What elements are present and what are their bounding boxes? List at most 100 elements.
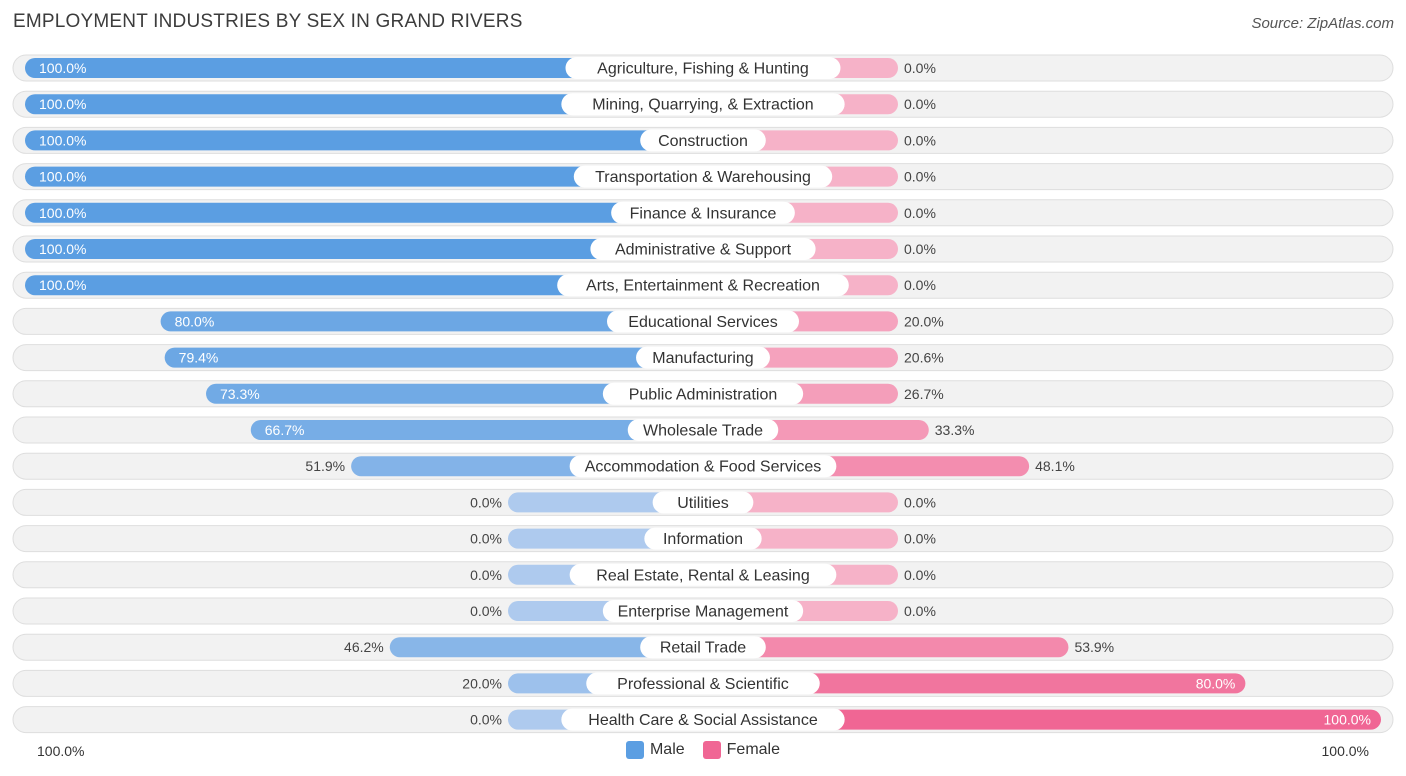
- female-bar: [703, 709, 1381, 730]
- category-label: Utilities: [677, 495, 729, 512]
- category-label: Finance & Insurance: [630, 205, 777, 222]
- male-value-label: 100.0%: [39, 169, 86, 185]
- male-value-label: 0.0%: [470, 567, 502, 583]
- category-pill: [569, 455, 837, 478]
- male-bar: [164, 347, 704, 368]
- female-value-label: 80.0%: [1196, 675, 1236, 691]
- category-label: Administrative & Support: [615, 242, 792, 259]
- axis-label-right: 100.0%: [1321, 743, 1369, 759]
- male-value-label: 51.9%: [305, 458, 345, 474]
- category-label: Information: [663, 531, 743, 548]
- female-bar: [703, 637, 1069, 658]
- category-label: Enterprise Management: [618, 604, 789, 621]
- female-value-label: 26.7%: [904, 386, 944, 402]
- category-label: Agriculture, Fishing & Hunting: [597, 61, 809, 78]
- female-value-label: 0.0%: [904, 277, 936, 293]
- female-value-label: 48.1%: [1035, 458, 1075, 474]
- female-value-label: 0.0%: [904, 96, 936, 112]
- male-value-label: 100.0%: [39, 60, 86, 76]
- category-label: Accommodation & Food Services: [585, 459, 822, 476]
- category-label: Transportation & Warehousing: [595, 169, 811, 186]
- male-bar: [25, 130, 703, 151]
- male-bar: [160, 311, 704, 332]
- female-value-label: 0.0%: [904, 60, 936, 76]
- category-pill: [561, 708, 845, 731]
- male-value-label: 20.0%: [462, 675, 502, 691]
- category-label: Educational Services: [628, 314, 777, 331]
- female-value-label: 53.9%: [1074, 639, 1114, 655]
- male-bar: [25, 239, 703, 259]
- male-value-label: 100.0%: [39, 132, 86, 148]
- male-value-label: 100.0%: [39, 205, 86, 221]
- category-label: Mining, Quarrying, & Extraction: [592, 97, 813, 114]
- male-bar: [25, 58, 703, 78]
- legend-item-female: Female: [702, 741, 781, 759]
- male-bar: [25, 166, 703, 187]
- axis-label-left: 100.0%: [37, 743, 85, 759]
- category-label: Construction: [658, 133, 748, 150]
- source-credit: Source: ZipAtlas.com: [1251, 15, 1394, 32]
- category-label: Retail Trade: [660, 640, 746, 657]
- male-bar: [25, 275, 703, 296]
- male-bar: [25, 94, 703, 115]
- category-pill: [644, 527, 762, 550]
- female-value-label: 20.6%: [904, 350, 944, 366]
- category-label: Professional & Scientific: [617, 676, 789, 693]
- category-label: Health Care & Social Assistance: [588, 712, 818, 729]
- female-value-label: 100.0%: [1324, 712, 1371, 728]
- legend: Male Female: [0, 741, 1406, 759]
- male-value-label: 80.0%: [175, 313, 215, 329]
- male-bar: [25, 202, 703, 223]
- category-pill: [636, 346, 770, 369]
- category-label: Public Administration: [629, 386, 778, 403]
- category-pill: [569, 563, 837, 586]
- legend-item-male: Male: [625, 741, 685, 759]
- male-value-label: 0.0%: [470, 494, 502, 510]
- male-value-label: 100.0%: [39, 277, 86, 293]
- category-pill: [561, 93, 845, 116]
- female-value-label: 0.0%: [904, 205, 936, 221]
- category-pill: [590, 238, 816, 260]
- male-value-label: 100.0%: [39, 96, 86, 112]
- category-pill: [602, 600, 804, 622]
- category-pill: [640, 129, 766, 152]
- legend-label-male: Male: [649, 741, 685, 758]
- female-value-label: 0.0%: [904, 567, 936, 583]
- male-value-label: 100.0%: [39, 241, 86, 257]
- category-pill: [627, 419, 779, 441]
- female-value-label: 0.0%: [904, 494, 936, 510]
- male-value-label: 66.7%: [265, 422, 305, 438]
- category-pill: [611, 201, 795, 224]
- category-pill: [586, 672, 820, 695]
- male-value-label: 0.0%: [470, 712, 502, 728]
- male-value-label: 46.2%: [344, 639, 384, 655]
- female-value-label: 20.0%: [904, 313, 944, 329]
- male-value-label: 79.4%: [179, 350, 219, 366]
- male-value-label: 73.3%: [220, 386, 260, 402]
- legend-swatch-male: [625, 741, 644, 759]
- category-label: Wholesale Trade: [643, 423, 763, 440]
- male-bar: [250, 420, 704, 440]
- category-pill: [565, 57, 841, 79]
- male-value-label: 0.0%: [470, 603, 502, 619]
- diverging-bar-chart: 100.0% 0.0% Agriculture, Fishing & Hunting…: [12, 54, 1394, 734]
- category-pill: [652, 491, 754, 514]
- female-value-label: 33.3%: [935, 422, 975, 438]
- female-value-label: 0.0%: [904, 241, 936, 257]
- category-pill: [573, 165, 833, 188]
- legend-label-female: Female: [726, 741, 781, 758]
- female-value-label: 0.0%: [904, 603, 936, 619]
- female-value-label: 0.0%: [904, 132, 936, 148]
- female-bar: [703, 673, 1246, 694]
- female-value-label: 0.0%: [904, 531, 936, 547]
- male-value-label: 0.0%: [470, 531, 502, 547]
- category-label: Real Estate, Rental & Leasing: [596, 567, 809, 584]
- male-bar: [206, 383, 703, 404]
- category-pill: [602, 382, 804, 405]
- male-bar: [389, 637, 703, 658]
- category-pill: [640, 636, 766, 659]
- category-pill: [607, 310, 799, 333]
- category-label: Arts, Entertainment & Recreation: [586, 278, 820, 295]
- legend-swatch-female: [702, 741, 721, 759]
- chart-title: EMPLOYMENT INDUSTRIES BY SEX IN GRAND RI…: [13, 11, 523, 32]
